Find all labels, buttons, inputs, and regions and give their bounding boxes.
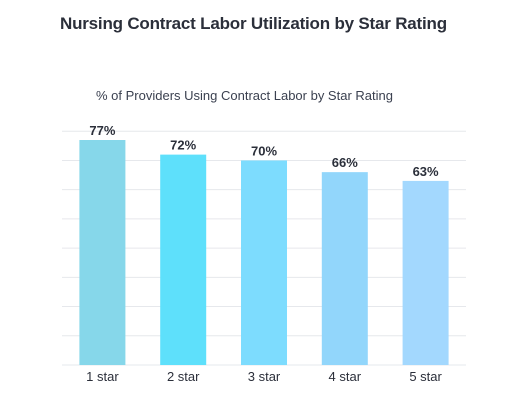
data-label: 63%: [413, 164, 439, 179]
bar-4-star: [321, 172, 368, 365]
x-tick-label: 3 star: [248, 369, 281, 384]
data-label: 77%: [89, 123, 115, 138]
x-tick-label: 5 star: [409, 369, 442, 384]
x-tick-label: 4 star: [329, 369, 362, 384]
data-label: 72%: [170, 138, 196, 153]
data-labels: 77% 72% 70% 66% 63%: [89, 123, 439, 179]
data-label: 70%: [251, 143, 277, 158]
bar-5-star: [402, 180, 449, 365]
x-tick-label: 1 star: [86, 369, 119, 384]
bar-2-star: [160, 154, 207, 365]
bar-1-star: [79, 140, 126, 365]
chart-subtitle: % of Providers Using Contract Labor by S…: [96, 88, 393, 103]
bar-3-star: [241, 160, 287, 365]
chart-title: Nursing Contract Labor Utilization by St…: [60, 14, 447, 33]
x-tick-label: 2 star: [167, 369, 200, 384]
bars: [79, 140, 449, 365]
x-axis-tick-labels: 1 star 2 star 3 star 4 star 5 star: [86, 369, 442, 384]
data-label: 66%: [332, 155, 358, 170]
